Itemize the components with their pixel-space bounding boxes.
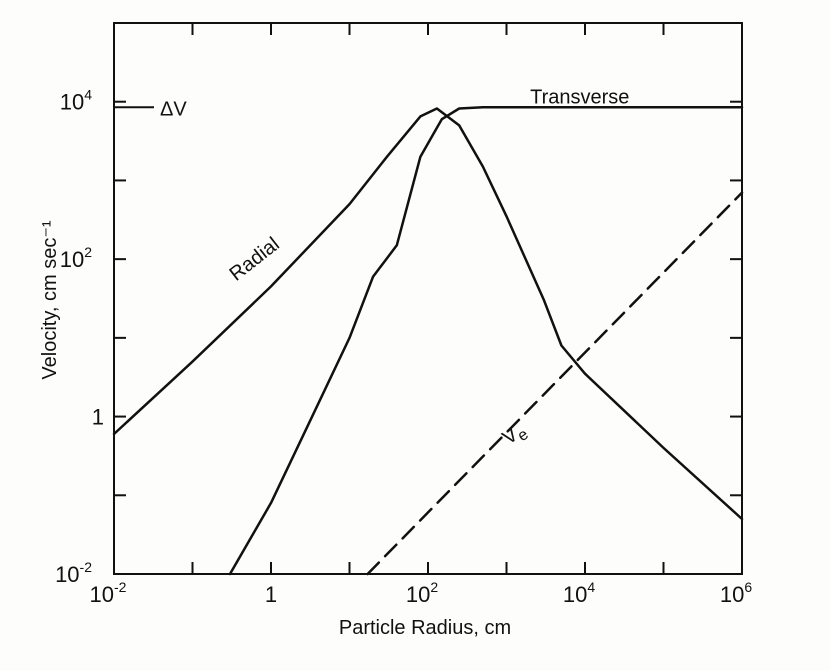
- y-tick-label: 1: [92, 405, 104, 430]
- y-axis-title: Velocity, cm sec⁻¹: [39, 220, 61, 379]
- x-tick-label: 106: [720, 579, 752, 607]
- series-line-radial: [112, 107, 744, 521]
- delta-v-label: ΔV: [160, 98, 187, 120]
- radial-curve-label: Radial: [226, 233, 284, 285]
- x-tick-label: 10-2: [90, 579, 127, 607]
- transverse-curve-label: Transverse: [530, 86, 629, 108]
- series-layer: [112, 106, 744, 576]
- axis-ticks: [114, 23, 742, 574]
- y-tick-label: 104: [60, 87, 92, 115]
- series-line-transverse: [228, 106, 744, 576]
- x-tick-label: 1: [265, 582, 277, 607]
- y-tick-label: 102: [60, 244, 92, 272]
- x-tick-label: 104: [563, 579, 595, 607]
- y-tick-label: 10-2: [55, 559, 92, 587]
- tick-labels: 10-2 1 102 104 106 10-2 1 102 104: [55, 87, 752, 607]
- plot-frame: [113, 22, 743, 575]
- x-tick-label: 102: [406, 579, 438, 607]
- x-axis-title: Particle Radius, cm: [339, 617, 511, 639]
- series-line-ve: [366, 191, 744, 576]
- plot-area-border: [113, 22, 743, 575]
